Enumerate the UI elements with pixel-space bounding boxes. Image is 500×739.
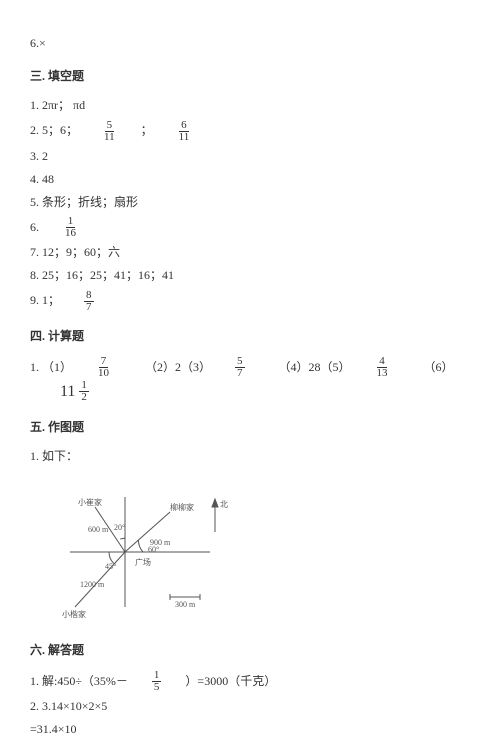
q6-2: 2. 3.14×10×2×5 (30, 697, 470, 716)
q4-1-a5: 4 13 (375, 356, 390, 379)
frac-den: 7 (235, 368, 245, 379)
q3-6: 6. 1 16 (30, 216, 470, 239)
q4-1-p2: （2）2（3） (145, 358, 211, 377)
q3-1: 1. 2πr； πd (30, 96, 470, 115)
mixed-whole: 11 (60, 379, 75, 405)
frac-den: 16 (63, 228, 78, 239)
frac-den: 11 (177, 132, 192, 143)
svg-text:广场: 广场 (135, 557, 151, 567)
q3-4: 4. 48 (30, 170, 470, 189)
frac-num: 7 (99, 356, 109, 368)
q5-1: 1. 如下： (30, 447, 470, 466)
section-3-title: 三. 填空题 (30, 67, 470, 86)
frac-num: 5 (105, 120, 115, 132)
q6-1-b: ）=3000（千克） (185, 672, 276, 691)
svg-text:45°: 45° (105, 562, 116, 571)
q4-1-a6: 11 1 2 (60, 379, 93, 405)
q3-2: 2. 5；6； 5 11 ； 6 11 (30, 120, 470, 143)
q3-2-frac2: 6 11 (177, 120, 192, 143)
q3-2-a: 2. 5；6； (30, 121, 78, 140)
direction-diagram: 北小崔家柳柳家小楷家600 m900 m1200 m广场20°60°45°300… (40, 477, 470, 627)
q3-9-a: 9. 1； (30, 291, 60, 310)
q6-1-a: 1. 解:450÷（35%－ (30, 672, 128, 691)
q3-2-frac1: 5 11 (102, 120, 117, 143)
section-6-title: 六. 解答题 (30, 641, 470, 660)
q4-1-p1: 1. （1） (30, 358, 72, 377)
q3-6-a: 6. (30, 218, 39, 237)
frac-num: 5 (235, 356, 245, 368)
frac-den: 10 (96, 368, 111, 379)
q3-2-sep: ； (141, 121, 153, 140)
frac-num: 8 (84, 290, 94, 302)
q3-9-frac: 8 7 (84, 290, 94, 313)
svg-text:北: 北 (220, 500, 228, 509)
q3-5: 5. 条形；折线；扇形 (30, 193, 470, 212)
frac-den: 11 (102, 132, 117, 143)
frac-den: 13 (375, 368, 390, 379)
q6-1-frac: 1 5 (152, 670, 162, 693)
q6-3: =31.4×10 (30, 720, 470, 739)
item-6x: 6.× (30, 34, 470, 53)
q6-1: 1. 解:450÷（35%－ 1 5 ）=3000（千克） (30, 670, 470, 693)
frac-den: 5 (152, 682, 162, 693)
q4-1-p4: （4）28（5） (279, 358, 351, 377)
q4-1-a6-frac: 1 2 (79, 380, 89, 403)
q3-3: 3. 2 (30, 147, 470, 166)
q3-7: 7. 12；9；60；六 (30, 243, 470, 262)
q4-1-p6: （6） (424, 358, 454, 377)
q4-1-a3: 5 7 (235, 356, 245, 379)
frac-den: 7 (84, 302, 94, 313)
svg-text:300 m: 300 m (175, 600, 196, 609)
svg-text:1200 m: 1200 m (80, 580, 105, 589)
frac-den: 2 (79, 392, 89, 403)
q4-1-a1: 7 10 (96, 356, 111, 379)
section-4-title: 四. 计算题 (30, 327, 470, 346)
section-5-title: 五. 作图题 (30, 418, 470, 437)
frac-num: 4 (377, 356, 387, 368)
q3-6-frac: 1 16 (63, 216, 78, 239)
q4-1: 1. （1） 7 10 （2）2（3） 5 7 （4）28（5） 4 13 （6… (30, 356, 470, 405)
svg-text:小楷家: 小楷家 (62, 609, 86, 619)
svg-text:小崔家: 小崔家 (78, 497, 102, 507)
svg-text:20°: 20° (114, 523, 125, 532)
q3-8: 8. 25；16；25；41；16；41 (30, 266, 470, 285)
svg-text:柳柳家: 柳柳家 (170, 502, 194, 512)
svg-text:600 m: 600 m (88, 525, 109, 534)
frac-num: 6 (179, 120, 189, 132)
q3-9: 9. 1； 8 7 (30, 290, 470, 313)
svg-text:60°: 60° (148, 545, 159, 554)
